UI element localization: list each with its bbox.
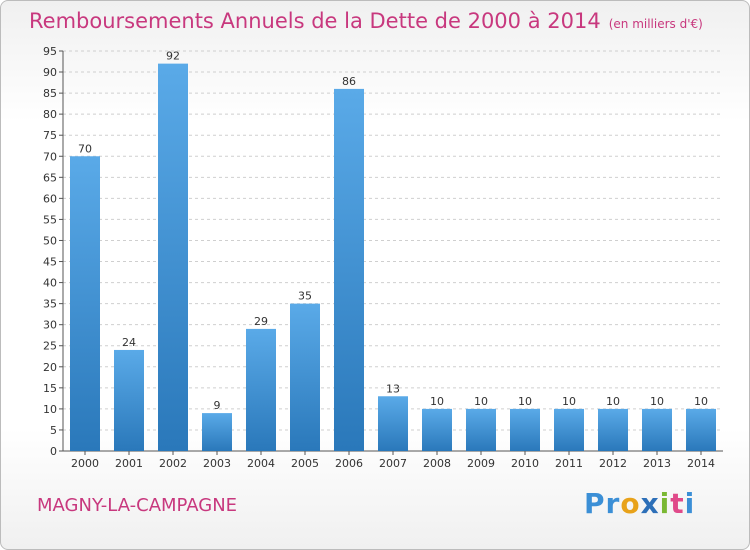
data-label: 92 [166,50,180,63]
x-tick-label: 2002 [159,457,187,470]
logo-letter: P [584,487,606,520]
bar [70,156,100,451]
x-tick-label: 2003 [203,457,231,470]
y-tick-label: 10 [43,403,57,416]
labels: 70 2000 24 2001 92 2002 9 2003 29 2004 35 2005 86 200… [71,50,715,470]
data-label: 10 [650,395,664,408]
logo-letter: t [670,487,685,520]
y-tick-label: 95 [43,45,57,58]
bar [334,88,364,451]
bar [202,413,232,451]
data-label: 10 [474,395,488,408]
bar [598,408,628,451]
chart-title: Remboursements Annuels de la Dette de 20… [29,9,703,33]
bar [510,408,540,451]
data-label: 86 [342,75,356,88]
y-tick-label: 5 [50,424,57,437]
bar [246,328,276,451]
x-tick-label: 2012 [599,457,627,470]
bar [422,408,452,451]
x-tick-label: 2007 [379,457,407,470]
y-tick-label: 35 [43,298,57,311]
bar [158,63,188,451]
data-label: 70 [78,142,92,155]
x-tick-label: 2014 [687,457,715,470]
x-tick-label: 2013 [643,457,671,470]
y-tick-label: 55 [43,213,57,226]
bar [378,396,408,451]
place-name: MAGNY-LA-CAMPAGNE [37,495,238,516]
x-tick-label: 2004 [247,457,275,470]
data-label: 10 [694,395,708,408]
logo-letter: r [605,487,621,520]
x-tick-label: 2001 [115,457,143,470]
logo-letter: i [659,487,671,520]
y-tick-label: 40 [43,277,57,290]
y-tick-label: 60 [43,192,57,205]
bar [114,349,144,451]
bar [642,408,672,451]
y-tick-label: 70 [43,150,57,163]
axes: 0 5 10 15 20 25 30 35 40 45 50 55 60 65 70 75 80 85 90 95 [43,45,723,458]
bar [554,408,584,451]
x-tick-label: 2006 [335,457,363,470]
chart-title-unit: (en milliers d'€) [608,17,703,31]
y-tick-label: 80 [43,108,57,121]
data-label: 10 [562,395,576,408]
data-label: 10 [518,395,532,408]
x-tick-label: 2009 [467,457,495,470]
x-tick-label: 2008 [423,457,451,470]
bar [466,408,496,451]
y-tick-label: 25 [43,340,57,353]
y-tick-label: 85 [43,87,57,100]
y-tick-label: 0 [50,445,57,458]
x-tick-label: 2000 [71,457,99,470]
y-tick-label: 45 [43,256,57,269]
y-tick-label: 75 [43,129,57,142]
data-label: 10 [430,395,444,408]
data-label: 10 [606,395,620,408]
y-tick-label: 65 [43,171,57,184]
data-label: 35 [298,290,312,303]
data-label: 29 [254,315,268,328]
logo-letter: x [640,487,660,520]
y-tick-label: 30 [43,319,57,332]
y-tick-label: 20 [43,361,57,374]
bar [290,303,320,451]
y-tick-label: 50 [43,234,57,247]
y-tick-label: 90 [43,66,57,79]
logo-letter: o [620,487,641,520]
logo-letter: i [684,487,696,520]
bars [70,63,716,451]
x-tick-label: 2010 [511,457,539,470]
x-tick-label: 2005 [291,457,319,470]
bar [686,408,716,451]
data-label: 13 [386,382,400,395]
data-label: 24 [122,336,136,349]
chart-title-text: Remboursements Annuels de la Dette de 20… [29,9,601,33]
proxiti-logo[interactable]: Proxiti [584,487,695,520]
x-tick-label: 2011 [555,457,583,470]
data-label: 9 [214,399,221,412]
y-tick-label: 15 [43,382,57,395]
